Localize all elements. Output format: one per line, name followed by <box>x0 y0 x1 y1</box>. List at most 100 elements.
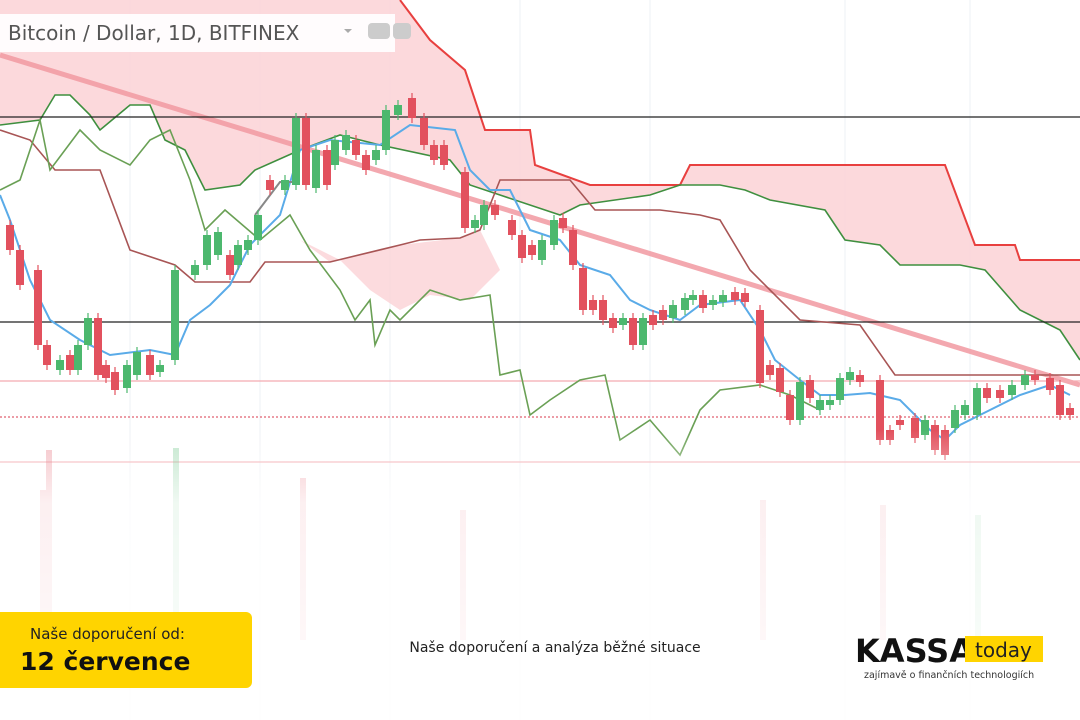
candle-body <box>171 270 179 360</box>
candle-body <box>133 352 141 375</box>
candle-body <box>1056 385 1064 415</box>
candle-body <box>323 150 331 185</box>
candle-body <box>461 172 469 228</box>
candle-body <box>226 255 234 275</box>
logo-badge <box>965 636 1043 662</box>
candle-body <box>699 295 707 308</box>
candle-body <box>786 395 794 420</box>
candle-body <box>74 345 82 370</box>
candle-body <box>394 105 402 115</box>
candle-body <box>639 318 647 345</box>
candle-body <box>589 300 597 310</box>
candle-body <box>961 405 969 415</box>
candle-body <box>649 315 657 325</box>
candle-body <box>983 388 991 398</box>
candle-body <box>372 150 380 160</box>
candle-body <box>518 235 526 258</box>
candle-body <box>681 298 689 310</box>
candle-body <box>876 380 884 440</box>
candle-body <box>34 270 42 345</box>
candle-body <box>254 215 262 240</box>
candle-body <box>491 205 499 215</box>
candle-body <box>896 420 904 425</box>
banner-date: 12 července <box>20 647 190 676</box>
candle-body <box>1066 408 1074 415</box>
eye-icon <box>368 23 390 39</box>
candle-body <box>94 318 102 375</box>
candle-body <box>528 245 536 255</box>
candle-body <box>342 135 350 150</box>
candle-body <box>599 300 607 320</box>
candle-body <box>569 230 577 265</box>
candle-body <box>382 110 390 150</box>
logo-tagline: zajímavě o finančních technologiích <box>864 670 1034 681</box>
logo-badge-text: today <box>975 638 1032 662</box>
candle-body <box>826 400 834 405</box>
candle-body <box>111 372 119 390</box>
candle-body <box>579 268 587 310</box>
lagging-line <box>0 116 821 457</box>
chart-header: Bitcoin / Dollar, 1D, BITFINEX <box>8 21 300 45</box>
candle-body <box>951 410 959 428</box>
candle-body <box>756 310 764 383</box>
drawing <box>254 181 300 216</box>
candle-body <box>609 318 617 328</box>
candle-body <box>973 388 981 415</box>
candle-body <box>806 380 814 398</box>
header-background <box>0 14 395 52</box>
candles <box>6 93 1074 460</box>
candle-body <box>911 418 919 438</box>
candle-body <box>1021 375 1029 385</box>
candle-body <box>766 365 774 375</box>
candle-body <box>550 220 558 245</box>
candle-body <box>709 300 717 305</box>
candle-body <box>996 390 1004 398</box>
base-line <box>0 129 1080 376</box>
candle-body <box>719 295 727 302</box>
candle-body <box>214 232 222 255</box>
candle-body <box>352 140 360 155</box>
candle-body <box>659 310 667 320</box>
dropdown-icon <box>344 29 352 33</box>
cloud-lower <box>300 230 500 310</box>
cloud-top-line <box>399 0 1080 261</box>
candle-body <box>856 375 864 382</box>
candle-body <box>281 180 289 190</box>
candle-body <box>731 292 739 300</box>
trend-line <box>0 52 1080 388</box>
candle-body <box>430 145 438 160</box>
candle-body <box>16 250 24 285</box>
candle-body <box>84 318 92 345</box>
caption: Naše doporučení a analýza běžné situace <box>409 640 700 656</box>
candle-body <box>156 365 164 372</box>
candle-body <box>362 155 370 170</box>
candle-body <box>408 98 416 118</box>
candle-body <box>6 225 14 250</box>
date-banner <box>0 612 252 688</box>
candle-body <box>420 118 428 145</box>
candle-body <box>538 240 546 260</box>
banner-label: Naše doporučení od: <box>30 625 185 643</box>
candle-body <box>1046 378 1054 390</box>
candle-body <box>836 378 844 400</box>
candle-body <box>43 345 51 365</box>
candle-body <box>312 150 320 188</box>
candle-body <box>266 180 274 190</box>
candle-body <box>203 235 211 265</box>
candle-body <box>292 118 300 185</box>
candle-body <box>816 400 824 410</box>
candle-body <box>440 145 448 165</box>
candle-body <box>102 365 110 378</box>
candle-body <box>123 365 131 388</box>
candle-body <box>146 355 154 375</box>
candle-body <box>921 420 929 435</box>
cloud-bottom-line <box>0 94 1080 361</box>
candle-body <box>559 218 567 228</box>
logo-name: KASSA <box>855 632 974 670</box>
candle-body <box>1008 385 1016 395</box>
candle-body <box>508 220 516 235</box>
candle-body <box>331 140 339 165</box>
candle-body <box>244 240 252 250</box>
